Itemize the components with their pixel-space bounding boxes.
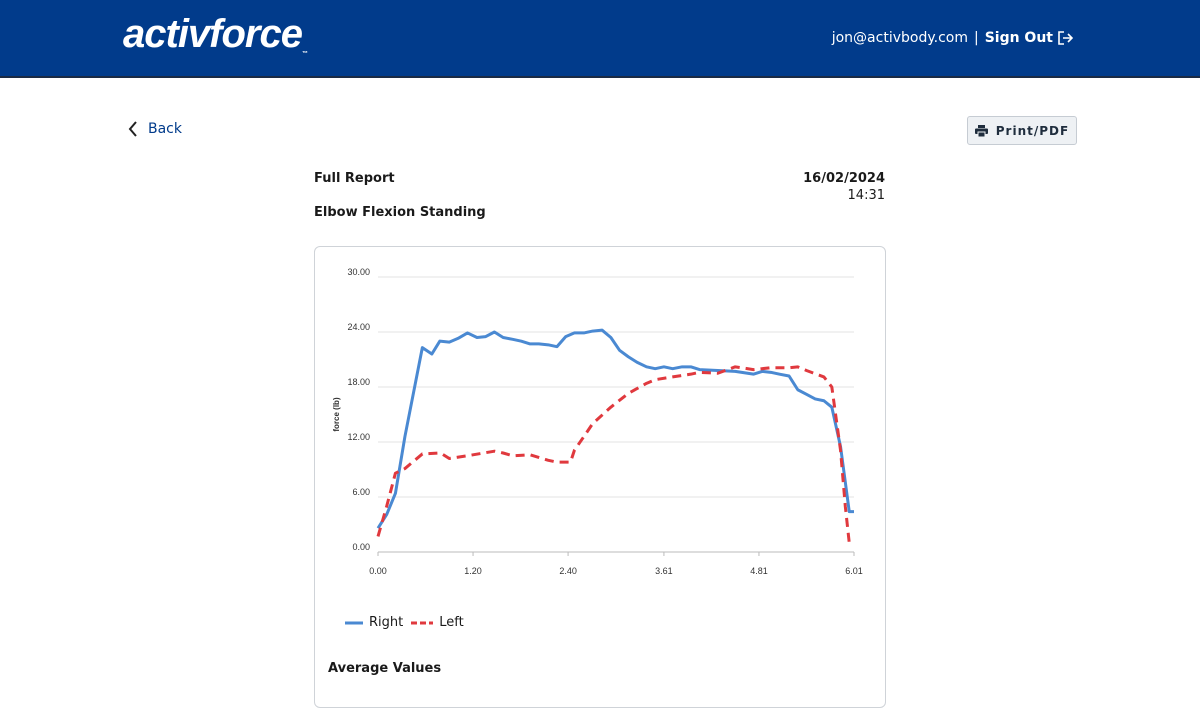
x-tick-label: 0.00 (369, 566, 387, 576)
x-tick-label: 4.81 (750, 566, 768, 576)
y-tick-label: 18.00 (347, 377, 370, 387)
y-tick-label: 24.00 (347, 322, 370, 332)
separator: | (973, 30, 979, 46)
legend-left-label: Left (439, 615, 464, 630)
legend-right-label: Right (369, 615, 404, 630)
sign-out-label: Sign Out (984, 30, 1053, 46)
print-pdf-button[interactable]: Print/PDF (967, 116, 1077, 145)
report-title: Full Report (314, 171, 395, 186)
y-axis-label: force (lb) (332, 397, 341, 432)
user-email: jon@activbody.com (831, 30, 968, 46)
legend-left[interactable]: Left (411, 615, 464, 630)
print-label: Print/PDF (995, 123, 1070, 138)
sign-out-button[interactable]: Sign Out (985, 30, 1073, 46)
exercise-name: Elbow Flexion Standing (314, 205, 486, 220)
trademark: ™ (301, 51, 308, 57)
x-tick-label: 6.01 (845, 566, 863, 576)
chart-legend: Right Left (345, 615, 464, 630)
chevron-left-icon (128, 121, 137, 137)
legend-right[interactable]: Right (345, 615, 403, 630)
report-time: 14:31 (847, 188, 885, 203)
x-tick-label: 2.40 (559, 566, 577, 576)
activforce-logo[interactable]: activforce™ (123, 12, 308, 57)
back-label: Back (148, 121, 182, 137)
y-tick-label: 12.00 (347, 432, 370, 442)
report-date: 16/02/2024 (803, 171, 885, 186)
series-line-right (376, 328, 854, 529)
printer-icon (974, 124, 988, 137)
top-header: activforce™ jon@activbody.com | Sign Out (0, 0, 1200, 78)
series-line-left (376, 365, 851, 543)
back-button[interactable]: Back (128, 121, 182, 137)
y-tick-label: 0.00 (352, 542, 370, 552)
x-tick-label: 1.20 (464, 566, 482, 576)
average-values-heading: Average Values (328, 661, 442, 676)
user-menu: jon@activbody.com | Sign Out (832, 30, 1073, 46)
legend-left-swatch (411, 621, 434, 624)
x-tick-label: 3.61 (655, 566, 673, 576)
logo-text: activforce (123, 12, 303, 56)
y-tick-label: 30.00 (347, 267, 370, 277)
force-chart: 0.00 6.00 12.00 18.00 24.00 30.00 0.00 1.20 2.40… (332, 267, 863, 576)
y-tick-label: 6.00 (352, 487, 370, 497)
chart-card: 0.00 6.00 12.00 18.00 24.00 30.00 0.00 1.20 2.40… (314, 246, 886, 708)
legend-right-swatch (345, 621, 363, 624)
sign-out-icon (1058, 31, 1073, 45)
